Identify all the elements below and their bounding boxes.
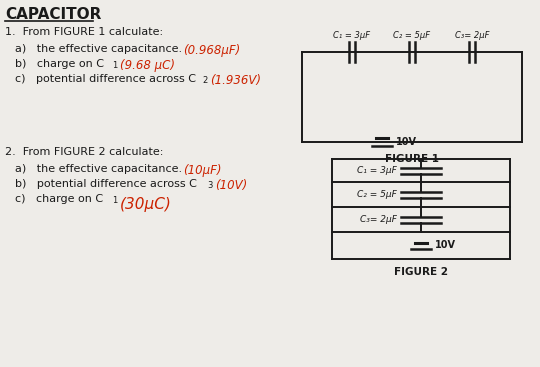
Text: CAPACITOR: CAPACITOR [5,7,102,22]
Text: FIGURE 1: FIGURE 1 [385,154,439,164]
Text: C₂ = 5μF: C₂ = 5μF [394,31,430,40]
Text: a)   the effective capacitance.: a) the effective capacitance. [15,164,182,174]
Text: 2: 2 [202,76,207,85]
Text: C₃= 2μF: C₃= 2μF [455,31,489,40]
Text: (10μF): (10μF) [183,164,221,177]
Text: 1: 1 [112,196,117,205]
Text: (10V): (10V) [215,179,247,192]
Text: 1: 1 [112,61,117,70]
Text: (9.68 μC): (9.68 μC) [120,59,175,72]
Text: 10V: 10V [396,137,417,147]
Text: (0.968μF): (0.968μF) [183,44,240,57]
Text: c)   potential difference across C: c) potential difference across C [15,74,196,84]
Text: 10V: 10V [435,240,456,251]
Text: b)   potential difference across C: b) potential difference across C [15,179,197,189]
Text: a)   the effective capacitance.: a) the effective capacitance. [15,44,182,54]
Text: C₁ = 3μF: C₁ = 3μF [333,31,370,40]
Text: (1.936V): (1.936V) [210,74,261,87]
Text: C₂ = 5μF: C₂ = 5μF [357,190,397,199]
Text: 2.  From FIGURE 2 calculate:: 2. From FIGURE 2 calculate: [5,147,164,157]
Text: C₁ = 3μF: C₁ = 3μF [357,166,397,175]
Text: b)   charge on C: b) charge on C [15,59,104,69]
Text: 1.  From FIGURE 1 calculate:: 1. From FIGURE 1 calculate: [5,27,163,37]
Text: 3: 3 [207,181,212,190]
Text: (30μC): (30μC) [120,197,172,212]
Text: C₃= 2μF: C₃= 2μF [360,215,397,224]
Text: FIGURE 2: FIGURE 2 [394,267,448,277]
Text: c)   charge on C: c) charge on C [15,194,103,204]
